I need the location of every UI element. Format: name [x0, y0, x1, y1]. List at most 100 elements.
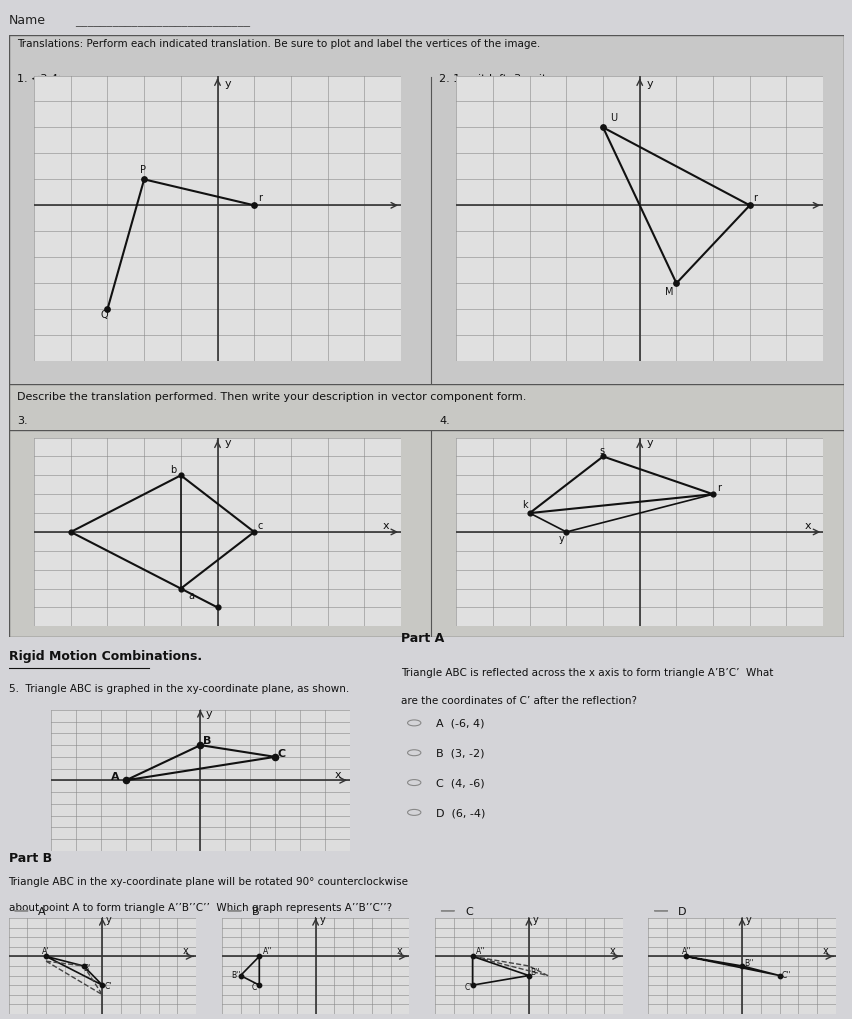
Text: a: a [188, 590, 194, 600]
Text: C  (4, -6): C (4, -6) [436, 777, 485, 788]
Text: B: B [203, 735, 211, 745]
Text: x: x [382, 521, 389, 531]
Point [252, 949, 266, 965]
Text: y: y [319, 914, 325, 924]
Text: r: r [716, 483, 720, 493]
Point [101, 302, 114, 318]
Text: k: k [521, 500, 527, 510]
Text: C: C [277, 748, 285, 758]
Text: A'': A'' [682, 947, 691, 956]
Text: Describe the translation performed. Then write your description in vector compon: Describe the translation performed. Then… [17, 391, 526, 401]
Point [247, 524, 261, 540]
Text: x: x [334, 769, 341, 780]
Text: B  (3, -2): B (3, -2) [436, 748, 484, 758]
Text: y: y [225, 78, 231, 89]
Text: x: x [609, 946, 614, 956]
Point [465, 977, 479, 994]
Point [734, 958, 748, 974]
Text: y: y [745, 914, 751, 924]
Text: B'': B'' [530, 967, 539, 975]
Text: y: y [106, 914, 112, 924]
Point [596, 448, 609, 465]
Point [252, 977, 266, 994]
Point [669, 276, 682, 292]
Text: 2. 1 unit left, 3 units up: 2. 1 unit left, 3 units up [439, 74, 569, 85]
Text: C'': C'' [780, 969, 790, 978]
Point [705, 486, 719, 502]
Point [174, 468, 187, 484]
Point [521, 967, 535, 983]
Text: are the coordinates of C’ after the reflection?: are the coordinates of C’ after the refl… [400, 695, 636, 705]
Point [247, 198, 261, 214]
Point [742, 198, 756, 214]
Text: A: A [38, 906, 46, 916]
Text: 5.  Triangle ABC is graphed in the xy-coordinate plane, as shown.: 5. Triangle ABC is graphed in the xy-coo… [9, 683, 348, 693]
FancyBboxPatch shape [9, 431, 843, 637]
Text: y: y [558, 534, 564, 544]
Point [193, 737, 207, 753]
Text: Rigid Motion Combinations.: Rigid Motion Combinations. [9, 650, 201, 662]
Point [678, 949, 692, 965]
Point [95, 977, 109, 994]
Text: U: U [610, 112, 617, 122]
Text: A': A' [43, 947, 49, 956]
Text: Q: Q [100, 310, 107, 320]
Text: D  (6, -4): D (6, -4) [436, 808, 485, 817]
Text: A  (-6, 4): A (-6, 4) [436, 718, 484, 729]
Text: y: y [532, 914, 538, 924]
Text: 1. <3,4>: 1. <3,4> [17, 74, 67, 85]
Point [596, 120, 609, 137]
Point [233, 967, 247, 983]
Text: A'': A'' [475, 947, 486, 956]
Point [39, 949, 53, 965]
Text: Name: Name [9, 14, 45, 26]
Text: Triangle ABC is reflected across the x axis to form triangle A’B’C’  What: Triangle ABC is reflected across the x a… [400, 667, 773, 678]
Text: x: x [183, 946, 188, 956]
Text: ____________________________: ____________________________ [75, 14, 250, 26]
Point [210, 599, 224, 615]
Text: about point A to form triangle A’’B’’C’’  Which graph represents A’’B’’C’’?: about point A to form triangle A’’B’’C’’… [9, 902, 391, 912]
Text: C'': C'' [464, 982, 474, 991]
Text: 4.: 4. [439, 416, 449, 426]
Text: B: B [251, 906, 259, 916]
Text: y: y [647, 78, 653, 89]
Point [522, 505, 536, 522]
Text: x: x [804, 521, 810, 531]
Text: B'': B'' [231, 969, 240, 978]
Point [772, 967, 786, 983]
Text: C': C' [104, 981, 112, 990]
Point [118, 772, 132, 789]
Text: Triangle ABC in the xy-coordinate plane will be rotated 90° counterclockwise: Triangle ABC in the xy-coordinate plane … [9, 876, 408, 887]
Text: b: b [170, 464, 176, 474]
Text: A: A [111, 771, 119, 782]
Text: r: r [257, 193, 262, 203]
Text: y: y [647, 438, 653, 447]
Point [64, 524, 78, 540]
Point [465, 949, 479, 965]
Text: M: M [665, 286, 673, 297]
Text: Translations: Perform each indicated translation. Be sure to plot and label the : Translations: Perform each indicated tra… [17, 39, 539, 49]
Text: P: P [141, 164, 147, 174]
Text: y: y [205, 708, 212, 718]
Text: 3.: 3. [17, 416, 27, 426]
FancyBboxPatch shape [9, 384, 843, 433]
Text: s: s [599, 445, 604, 455]
Point [137, 172, 151, 189]
FancyBboxPatch shape [9, 36, 843, 387]
Text: C: C [464, 906, 472, 916]
Text: y: y [225, 438, 231, 447]
Text: Part B: Part B [9, 851, 52, 864]
Text: x: x [396, 946, 401, 956]
Text: B': B' [83, 963, 90, 972]
Text: r: r [752, 193, 757, 203]
Text: B'': B'' [743, 958, 752, 967]
Text: C'': C'' [251, 982, 261, 991]
Text: Part A: Part A [400, 632, 444, 645]
Text: D: D [677, 906, 686, 916]
Text: c: c [257, 521, 263, 531]
Point [174, 581, 187, 597]
Point [559, 524, 573, 540]
Point [268, 749, 281, 765]
Point [77, 958, 90, 974]
Text: A'': A'' [262, 947, 273, 956]
